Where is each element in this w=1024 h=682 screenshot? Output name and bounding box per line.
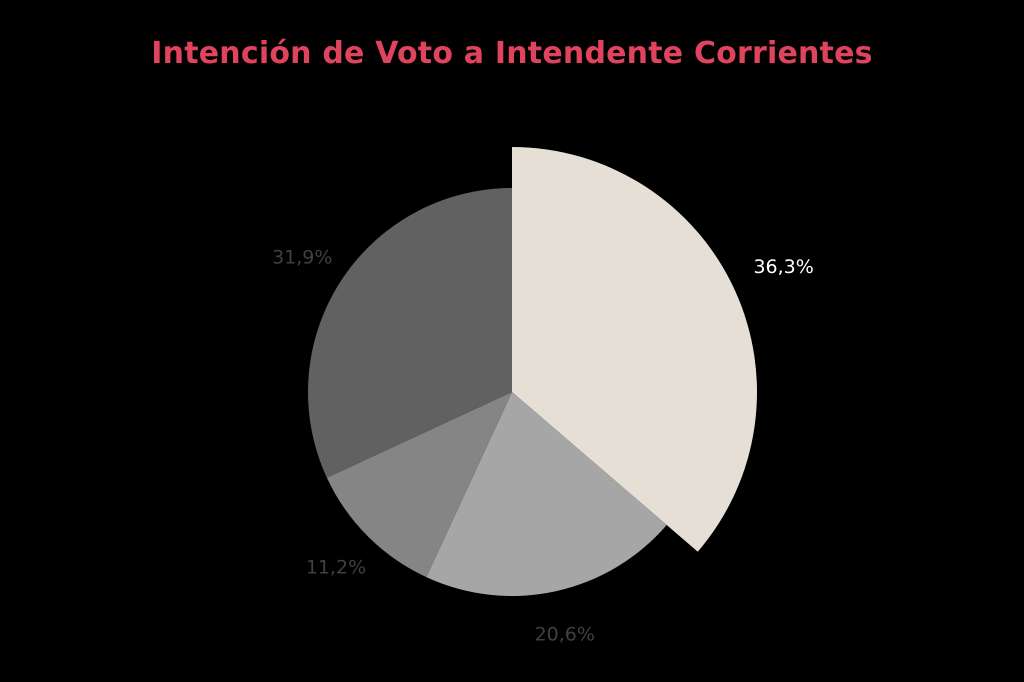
pie-slice-3	[326, 392, 512, 578]
slice-label-2: 20,6%	[535, 624, 595, 646]
slice-label-4: 31,9%	[272, 246, 332, 268]
pie-slice-2	[426, 392, 667, 597]
pie-slice-4	[307, 188, 512, 478]
slice-label-1: 36,3%	[753, 256, 813, 278]
chart-title: Intención de Voto a Intendente Corriente…	[151, 36, 873, 71]
slice-label-3: 11,2%	[306, 556, 366, 578]
pie-slice-1	[512, 147, 757, 552]
